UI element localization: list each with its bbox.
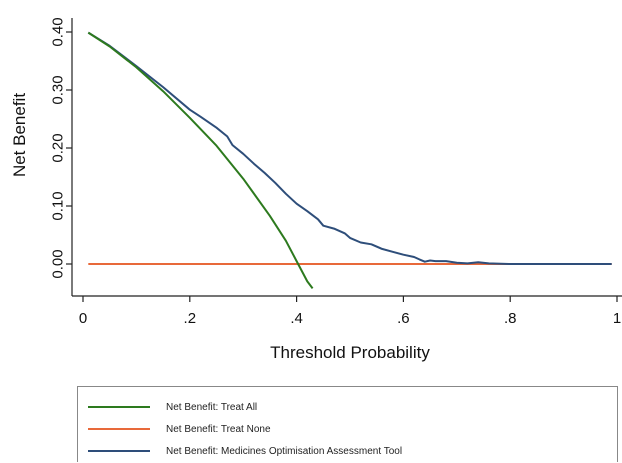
axes: 0.00 0.10 0.20 0.30 0.40 0 .2 .4 .6 .8 1 — [50, 17, 622, 327]
x-tick-label: .8 — [504, 310, 517, 327]
legend-item-treat-none: Net Benefit: Treat None — [78, 420, 271, 438]
legend: Net Benefit: Treat All Net Benefit: Trea… — [77, 386, 618, 462]
series-layer — [87, 31, 612, 290]
y-tick-label: 0.30 — [50, 75, 67, 104]
legend-label-treat-all: Net Benefit: Treat All — [166, 401, 258, 413]
moat-line — [87, 31, 612, 265]
legend-swatch-treat-none — [88, 428, 150, 430]
x-tick-label: .2 — [184, 310, 197, 327]
y-tick-label: 0.20 — [50, 133, 67, 162]
legend-swatch-moat — [88, 450, 150, 452]
x-tick-label: .4 — [290, 310, 303, 327]
legend-item-treat-all: Net Benefit: Treat All — [78, 398, 257, 416]
decision-curve-chart: 0.00 0.10 0.20 0.30 0.40 0 .2 .4 .6 .8 1 Net Benef… — [10, 17, 622, 362]
y-axis-title: Net Benefit — [10, 93, 29, 177]
x-tick-label: 1 — [613, 310, 621, 327]
treat-all-line — [87, 31, 314, 290]
legend-item-moat: Net Benefit: Medicines Optimisation Asse… — [78, 442, 402, 460]
legend-swatch-treat-all — [88, 406, 150, 408]
legend-label-treat-none: Net Benefit: Treat None — [166, 423, 271, 435]
x-tick-label: .6 — [397, 310, 410, 327]
x-axis-title: Threshold Probability — [270, 343, 430, 362]
y-tick-label: 0.00 — [50, 249, 67, 278]
legend-label-moat: Net Benefit: Medicines Optimisation Asse… — [166, 445, 403, 457]
x-tick-label: 0 — [79, 310, 87, 327]
y-tick-label: 0.40 — [50, 17, 67, 46]
y-tick-label: 0.10 — [50, 191, 67, 220]
